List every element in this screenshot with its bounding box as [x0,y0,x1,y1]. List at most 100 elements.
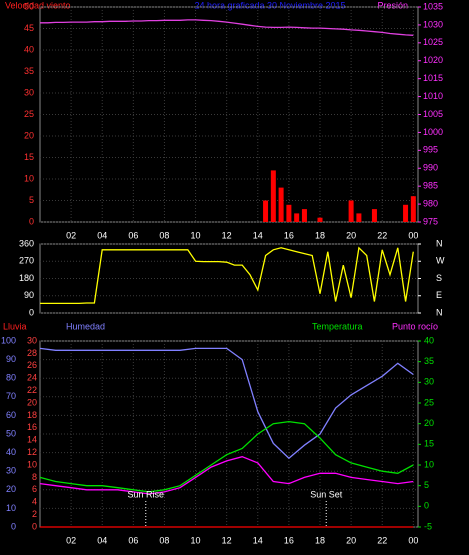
y2-tick-label: 40 [424,335,434,345]
y2-tick-label: 975 [423,216,438,226]
x-tick-label: 04 [97,230,107,240]
y-tick-label: 10 [6,503,16,513]
y2-tick-label: 990 [423,163,438,173]
bar [278,187,284,222]
y2-tick-label: 5 [424,480,429,490]
y2-tick-label: -5 [424,521,432,531]
y-tick-label: 0 [11,521,16,531]
y2-tick-label: 1005 [423,109,443,119]
x-tick-label: 02 [66,230,76,240]
y3-tick-label: 28 [27,348,37,358]
x-tick-label: 10 [191,535,201,545]
annotation: Sun Set [310,489,343,499]
y2-tick-label: 1010 [423,91,443,101]
x-tick-label: 00 [408,230,418,240]
y-tick-label: 15 [24,152,34,162]
y-tick-label: 180 [19,273,34,283]
bar [317,217,323,222]
y2-tick-label: 15 [424,439,434,449]
y3-tick-label: 16 [27,422,37,432]
bar [403,204,409,222]
y-tick-label: 100 [1,335,16,345]
wind-axis-title: Velocidad viento [5,0,71,10]
y-tick-label: 30 [24,87,34,97]
y3-tick-label: 10 [27,459,37,469]
y-tick-label: 40 [24,44,34,54]
bar [286,204,292,222]
y3-tick-label: 12 [27,447,37,457]
y-tick-label: 0 [29,216,34,226]
y2-tick-label: N [436,307,443,317]
y-tick-label: 90 [24,290,34,300]
y3-tick-label: 26 [27,360,37,370]
y3-tick-label: 8 [32,472,37,482]
y2-tick-label: W [436,256,445,266]
x-tick-label: 02 [66,535,76,545]
x-tick-label: 22 [377,230,387,240]
bar [301,209,307,222]
y2-tick-label: 35 [424,356,434,366]
y2-tick-label: S [436,273,442,283]
pressure-axis-title: Presión [377,0,408,10]
bar [348,200,354,222]
x-tick-label: 14 [253,230,263,240]
x-tick-label: 20 [346,535,356,545]
y3-tick-label: 20 [27,397,37,407]
series-line [39,456,414,495]
x-tick-label: 16 [284,230,294,240]
y-tick-label: 50 [6,428,16,438]
x-tick-label: 18 [315,230,325,240]
y-tick-label: 80 [6,373,16,383]
x-tick-label: 10 [191,230,201,240]
chart-title: 24 hora graficada 30 Noviembre 2015 [194,0,345,10]
x-tick-label: 00 [408,535,418,545]
x-tick-label: 08 [159,230,169,240]
y2-tick-label: 1035 [423,1,443,11]
bar [356,213,362,222]
temperature-axis-title: Temperatura [312,321,363,331]
humidity-axis-title: Humedad [66,321,105,331]
y3-tick-label: 22 [27,385,37,395]
y2-tick-label: 980 [423,198,438,208]
x-tick-label: 04 [97,535,107,545]
y3-tick-label: 30 [27,335,37,345]
series-line [40,246,414,305]
y-tick-label: 20 [24,130,34,140]
x-tick-label: 14 [253,535,263,545]
dewpoint-axis-title: Punto rocío [392,321,438,331]
x-tick-label: 12 [222,535,232,545]
y-tick-label: 25 [24,109,34,119]
y2-tick-label: 1000 [423,127,443,137]
y-tick-label: 30 [6,466,16,476]
x-tick-label: 22 [377,535,387,545]
y3-tick-label: 0 [32,521,37,531]
y-tick-label: 60 [6,410,16,420]
y-tick-label: 50 [24,1,34,11]
y2-tick-label: E [436,290,442,300]
y2-tick-label: 1020 [423,55,443,65]
y2-tick-label: 25 [424,397,434,407]
bar [410,196,416,222]
y2-tick-label: N [436,238,443,248]
y2-tick-label: 1015 [423,73,443,83]
y3-tick-label: 14 [27,435,37,445]
y-tick-label: 45 [24,23,34,33]
y2-tick-label: 1025 [423,37,443,47]
annotation: Sun Rise [128,489,165,499]
x-tick-label: 12 [222,230,232,240]
y-tick-label: 10 [24,173,34,183]
y2-tick-label: 10 [424,459,434,469]
series-line [40,19,414,36]
x-tick-label: 06 [128,535,138,545]
y-tick-label: 20 [6,484,16,494]
series-line [39,420,414,493]
x-tick-label: 08 [159,535,169,545]
y3-tick-label: 24 [27,373,37,383]
y-tick-label: 35 [24,66,34,76]
y2-tick-label: 0 [424,501,429,511]
y-tick-label: 90 [6,354,16,364]
bar [263,200,269,222]
y2-tick-label: 20 [424,418,434,428]
y-tick-label: 40 [6,447,16,457]
